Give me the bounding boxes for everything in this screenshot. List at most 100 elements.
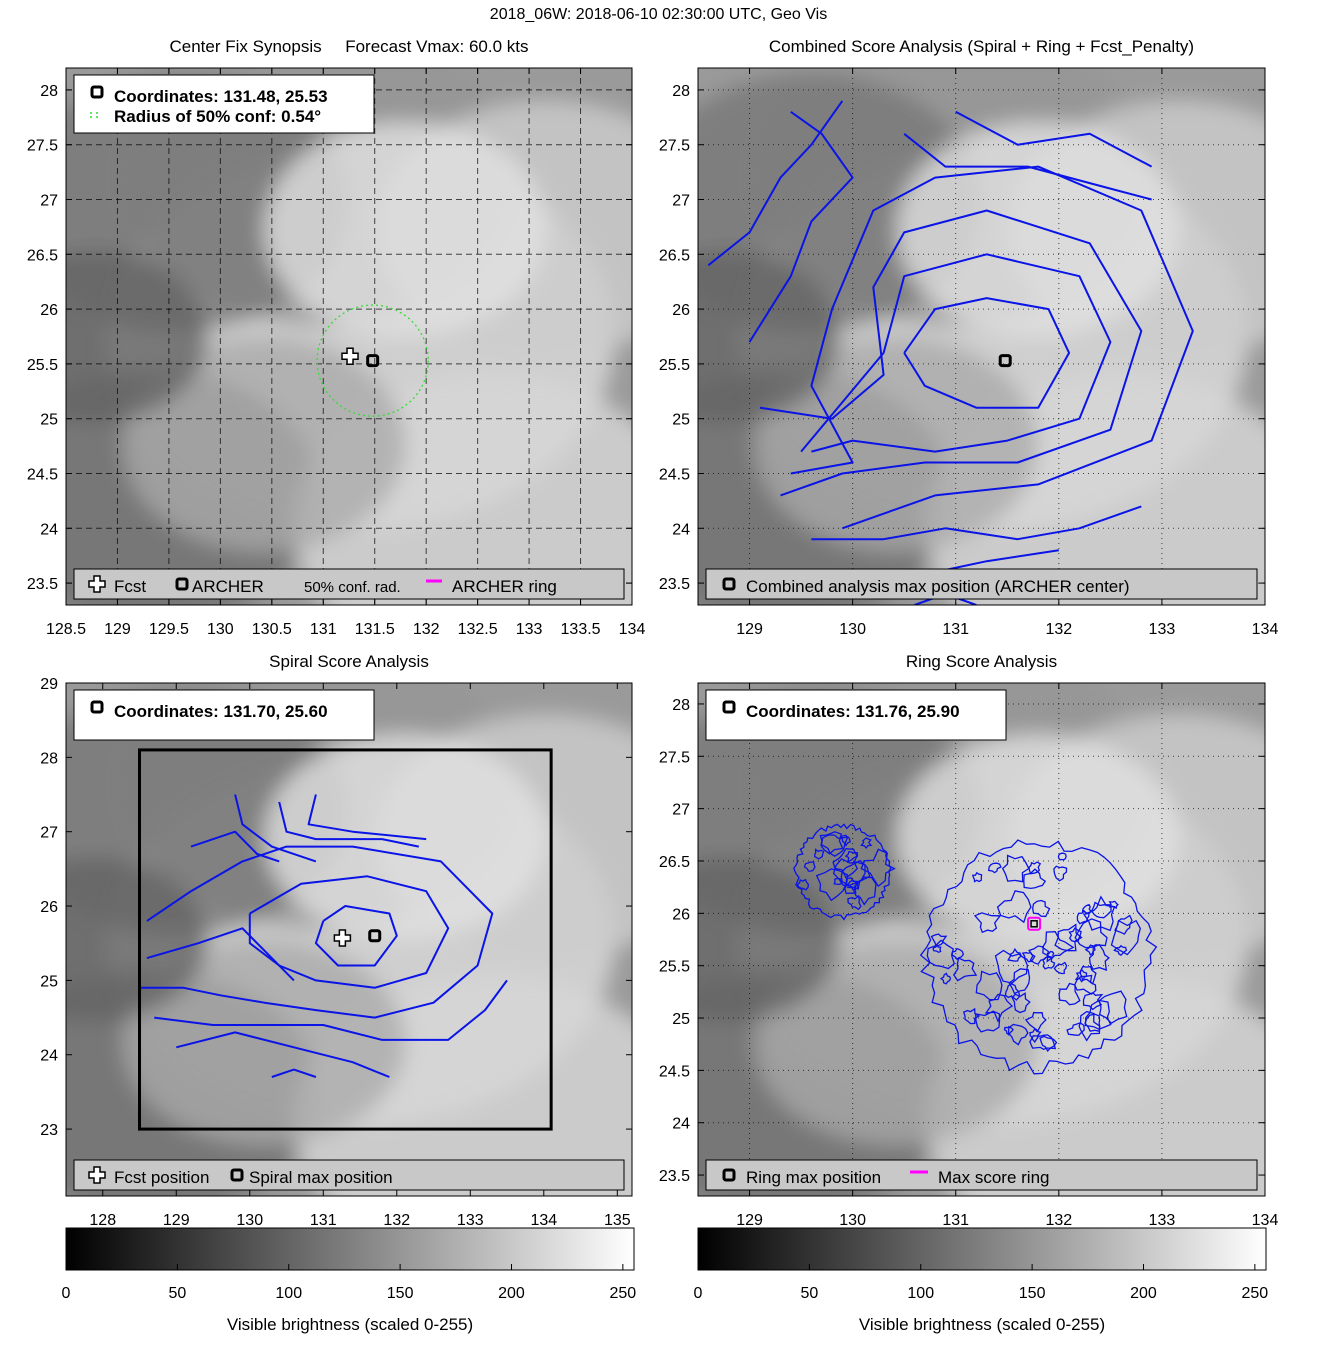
- cloud-texture: [896, 734, 1180, 940]
- panel-p4: Coordinates: 131.76, 25.90 Ring max posit…: [659, 652, 1279, 1229]
- colorbar-tick-label: 100: [275, 1285, 302, 1302]
- ring-contour: [1029, 1034, 1057, 1051]
- x-tick-label: 134: [1252, 1212, 1279, 1229]
- ring-contour: [1032, 899, 1051, 918]
- legend-fcst-icon: [88, 575, 106, 593]
- ring-max-marker: [1030, 920, 1038, 928]
- ring-contour: [1084, 944, 1096, 956]
- colorbar-gradient: [65, 1227, 635, 1271]
- bottom-legend: [705, 568, 1258, 600]
- ring-contour: [860, 837, 873, 850]
- colorbar-tick-label: 200: [498, 1285, 525, 1302]
- legend-combined-label: Combined analysis max position (ARCHER c…: [746, 577, 1130, 596]
- score-contour: [707, 100, 844, 267]
- legend-archer-icon: [175, 577, 189, 591]
- colorbar-tick-label: 50: [800, 1285, 818, 1302]
- ring-contour: [1113, 944, 1128, 957]
- satellite-image: [66, 68, 632, 605]
- score-contour: [278, 801, 420, 848]
- y-tick-label: 26.5: [659, 854, 690, 871]
- axes-frame: [65, 67, 633, 606]
- y-tick-label: 28: [40, 83, 58, 100]
- archer-center-marker: [366, 354, 380, 368]
- score-contour: [307, 794, 427, 841]
- ring-contour: [815, 868, 849, 902]
- x-tick-label: 133: [457, 1212, 484, 1229]
- legend-spiral-label: Spiral max position: [249, 1168, 393, 1187]
- colorbar-tick-label: 200: [1130, 1285, 1157, 1302]
- y-tick-label: 29: [40, 676, 58, 693]
- y-tick-label: 24.5: [659, 466, 690, 483]
- x-tick-label: 132.5: [458, 621, 498, 638]
- ring-contour: [803, 861, 816, 872]
- y-tick-label: 26: [40, 302, 58, 319]
- x-tick-label: 128.5: [46, 621, 86, 638]
- ring-contour: [1041, 931, 1075, 963]
- legend-radius-text: Radius of 50% conf: 0.54°: [114, 107, 321, 126]
- score-contour: [759, 209, 1143, 497]
- y-tick-label: 27.5: [27, 138, 58, 155]
- satellite-image: [698, 683, 1265, 1196]
- x-tick-label: 129: [736, 621, 763, 638]
- ring-contour: [1074, 968, 1088, 983]
- y-tick-label: 24: [672, 1116, 690, 1133]
- x-tick-label: 132: [1045, 1212, 1072, 1229]
- ring-contour: [1021, 951, 1036, 963]
- ring-contour: [840, 859, 871, 890]
- colorbar-gradient: [697, 1227, 1267, 1271]
- legend-coordinates-text: Coordinates: 131.76, 25.90: [746, 702, 960, 721]
- ring-contour: [1083, 895, 1116, 932]
- y-tick-label: 28: [40, 750, 58, 767]
- x-tick-label: 129.5: [149, 621, 189, 638]
- x-tick-label: 130: [236, 1212, 263, 1229]
- ring-contour: [1054, 923, 1083, 952]
- x-tick-label: 130: [207, 621, 234, 638]
- axes-frame: [65, 682, 633, 1197]
- spiral-max-marker: [368, 929, 382, 943]
- x-tick-label: 129: [163, 1212, 190, 1229]
- score-contour: [234, 794, 317, 863]
- x-tick-label: 132: [413, 621, 440, 638]
- y-tick-label: 24.5: [27, 466, 58, 483]
- score-contour: [146, 927, 295, 982]
- y-tick-label: 25: [40, 973, 58, 990]
- ring-contour: [932, 943, 942, 954]
- ring-contour: [1042, 955, 1056, 970]
- search-box: [138, 748, 553, 1131]
- x-tick-label: 133: [516, 621, 543, 638]
- ring-contour: [973, 912, 1002, 934]
- y-tick-label: 27: [40, 193, 58, 210]
- x-tick-label: 131: [942, 1212, 969, 1229]
- y-tick-label: 25.5: [659, 959, 690, 976]
- x-tick-label: 131: [310, 621, 337, 638]
- colorbar-tick-label: 100: [907, 1285, 934, 1302]
- ring-contour: [1066, 1022, 1085, 1036]
- y-tick-label: 23: [40, 1122, 58, 1139]
- ring-contour: [1082, 992, 1104, 1011]
- ring-contour: [1023, 868, 1047, 890]
- ring-contour: [847, 894, 862, 911]
- cloud-texture: [754, 939, 1039, 1145]
- satellite-image: [66, 683, 632, 1196]
- x-tick-label: 132: [1045, 621, 1072, 638]
- cloud-texture: [896, 121, 1180, 337]
- y-tick-label: 28: [672, 83, 690, 100]
- score-contour: [811, 505, 1142, 541]
- ring-contour: [1068, 927, 1082, 943]
- ring-contour: [1074, 918, 1108, 949]
- y-tick-label: 26: [40, 899, 58, 916]
- x-tick-label: 133: [1149, 1212, 1176, 1229]
- ring-contour: [930, 933, 948, 947]
- fcst-marker: [333, 929, 352, 947]
- y-tick-label: 23.5: [27, 576, 58, 593]
- ring-contour: [939, 972, 952, 985]
- y-tick-label: 25.5: [27, 357, 58, 374]
- colorbar-tick-label: 250: [610, 1285, 637, 1302]
- x-tick-label: 132: [383, 1212, 410, 1229]
- cloud-texture: [122, 336, 406, 552]
- ring-contour: [1058, 982, 1081, 1006]
- score-contour: [790, 165, 1194, 530]
- score-contour: [154, 979, 508, 1041]
- colorbar-tick-label: 50: [168, 1285, 186, 1302]
